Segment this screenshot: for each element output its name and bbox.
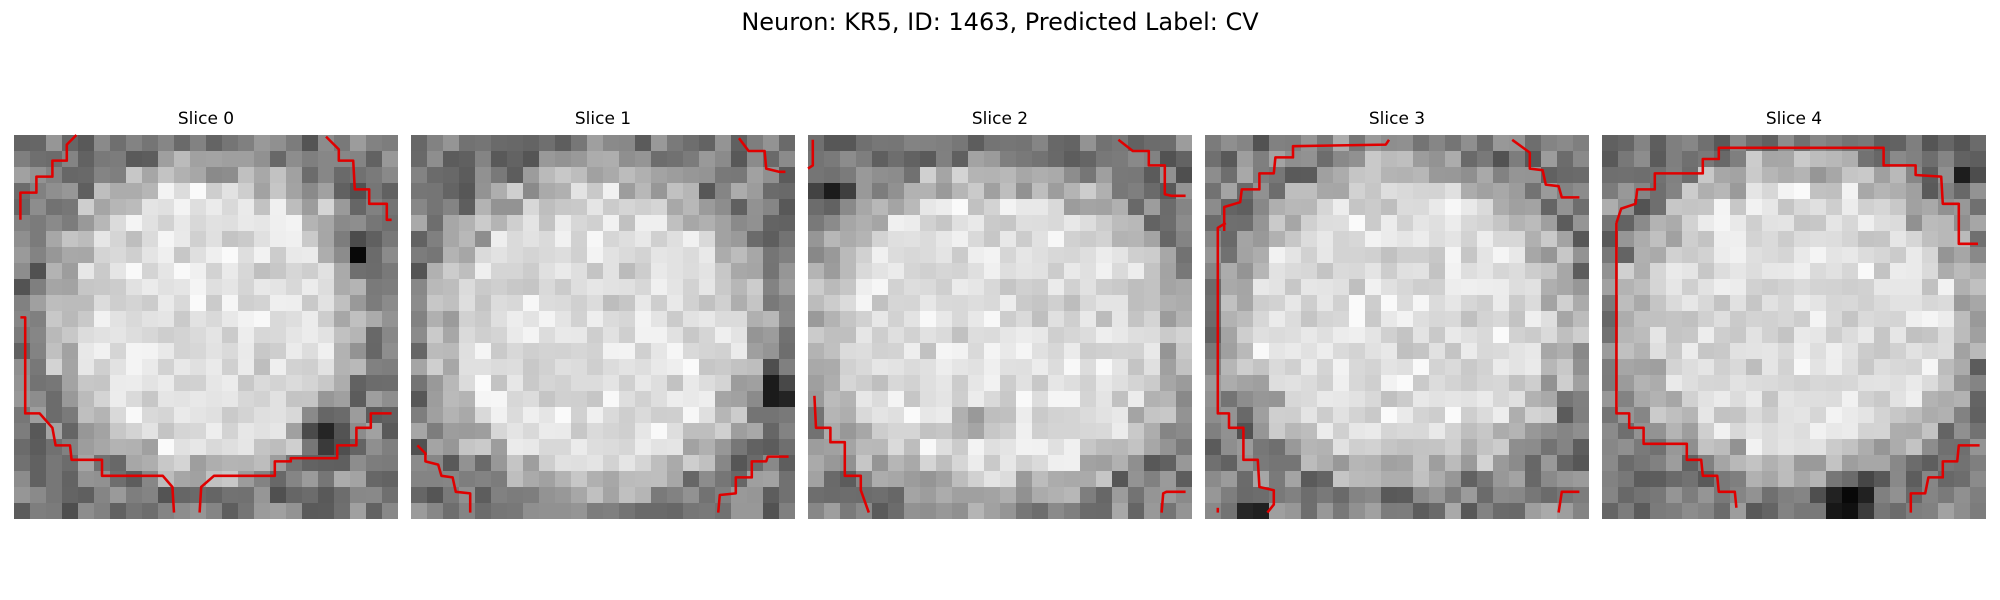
contour-line xyxy=(19,134,78,220)
contour-line xyxy=(1511,138,1580,199)
slice-image xyxy=(1602,135,1986,519)
slice-image xyxy=(1205,135,1589,519)
slice-panel: Slice 0 xyxy=(14,106,398,519)
slice-image xyxy=(411,135,795,519)
contour-line xyxy=(1615,146,1978,246)
contour-overlay xyxy=(807,138,1186,514)
contour-line xyxy=(1117,138,1186,198)
slice-image xyxy=(808,135,1192,519)
contour-overlay xyxy=(1216,138,1580,514)
slice-panel: Slice 4 xyxy=(1602,106,1986,519)
contour-line xyxy=(416,444,472,513)
slice-panel: Slice 1 xyxy=(411,106,795,519)
slice-panel: Slice 3 xyxy=(1205,106,1589,519)
slice-title: Slice 1 xyxy=(574,109,632,129)
slice-title: Slice 3 xyxy=(1368,109,1426,129)
contour-line xyxy=(1222,139,1391,231)
slice-image xyxy=(14,135,398,519)
contour-line xyxy=(1160,490,1186,513)
contour-line xyxy=(1557,490,1580,513)
contour-overlay xyxy=(416,137,789,513)
contour-line xyxy=(20,316,176,513)
slice-title: Slice 4 xyxy=(1765,109,1823,129)
contour-line xyxy=(198,412,392,513)
contour-line xyxy=(1909,444,1980,513)
contour-line xyxy=(716,455,789,513)
contour-line xyxy=(813,395,871,514)
slice-title: Slice 2 xyxy=(971,109,1029,129)
contour-line xyxy=(737,137,786,174)
contour-overlay xyxy=(19,134,392,513)
figure-title: Neuron: KR5, ID: 1463, Predicted Label: … xyxy=(741,8,1259,36)
contour-line xyxy=(325,135,392,222)
slice-panel: Slice 2 xyxy=(807,106,1192,519)
contour-overlay xyxy=(1615,146,1980,513)
slice-title: Slice 0 xyxy=(177,109,235,129)
contour-line xyxy=(1216,221,1276,514)
contour-line xyxy=(1615,223,1738,508)
contour-line xyxy=(807,139,815,170)
